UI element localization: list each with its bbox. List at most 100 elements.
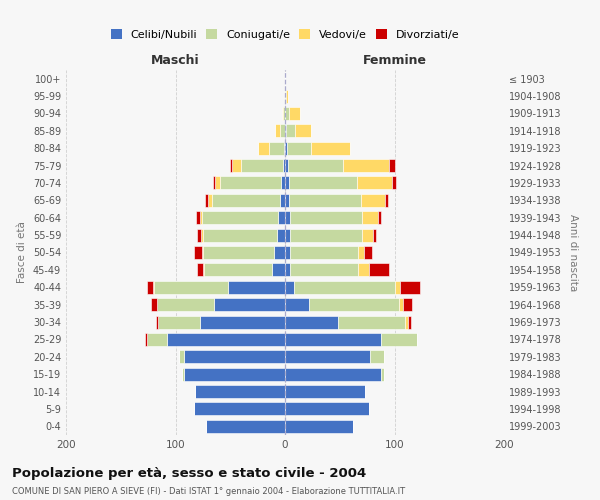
Bar	[395, 280, 400, 294]
Bar	[154, 280, 228, 294]
Legend: Celibi/Nubili, Coniugati/e, Vedovi/e, Divorziati/e: Celibi/Nubili, Coniugati/e, Vedovi/e, Di…	[106, 24, 464, 44]
Bar	[230, 159, 232, 172]
Bar	[147, 280, 152, 294]
Bar	[311, 142, 350, 154]
Bar	[202, 211, 278, 224]
Bar	[285, 107, 289, 120]
Bar	[167, 333, 285, 346]
Bar	[290, 228, 362, 241]
Bar	[184, 368, 285, 380]
Bar	[257, 142, 269, 154]
Bar	[361, 194, 385, 207]
Bar	[357, 176, 392, 190]
Bar	[200, 316, 285, 328]
Bar	[197, 228, 200, 241]
Bar	[241, 159, 283, 172]
Bar	[288, 159, 343, 172]
Bar	[156, 316, 158, 328]
Bar	[285, 176, 289, 190]
Bar	[282, 107, 283, 120]
Bar	[290, 211, 362, 224]
Bar	[281, 176, 285, 190]
Bar	[152, 280, 154, 294]
Bar	[208, 194, 212, 207]
Bar	[285, 264, 290, 276]
Bar	[286, 124, 295, 138]
Bar	[295, 124, 311, 138]
Bar	[373, 228, 376, 241]
Bar	[285, 316, 338, 328]
Bar	[205, 194, 208, 207]
Bar	[399, 298, 403, 311]
Bar	[370, 350, 383, 364]
Bar	[392, 176, 395, 190]
Bar	[206, 420, 285, 433]
Bar	[194, 402, 285, 415]
Bar	[274, 246, 285, 259]
Bar	[203, 228, 277, 241]
Bar	[194, 246, 202, 259]
Bar	[220, 176, 281, 190]
Bar	[287, 142, 311, 154]
Text: Maschi: Maschi	[151, 54, 200, 66]
Bar	[285, 385, 365, 398]
Bar	[280, 124, 285, 138]
Bar	[362, 211, 378, 224]
Text: Popolazione per età, sesso e stato civile - 2004: Popolazione per età, sesso e stato civil…	[12, 468, 366, 480]
Bar	[157, 298, 214, 311]
Bar	[407, 316, 411, 328]
Bar	[213, 176, 215, 190]
Bar	[285, 246, 290, 259]
Bar	[285, 194, 289, 207]
Bar	[286, 90, 288, 102]
Bar	[385, 194, 388, 207]
Bar	[403, 298, 412, 311]
Bar	[202, 246, 203, 259]
Bar	[284, 142, 285, 154]
Bar	[278, 211, 285, 224]
Bar	[203, 246, 274, 259]
Bar	[147, 333, 167, 346]
Bar	[182, 368, 184, 380]
Bar	[290, 264, 358, 276]
Bar	[269, 142, 284, 154]
Bar	[215, 176, 220, 190]
Bar	[285, 280, 294, 294]
Bar	[232, 159, 241, 172]
Bar	[196, 211, 200, 224]
Bar	[285, 333, 382, 346]
Bar	[212, 194, 280, 207]
Bar	[151, 298, 157, 311]
Text: Femmine: Femmine	[362, 54, 427, 66]
Bar	[145, 333, 147, 346]
Bar	[294, 280, 395, 294]
Bar	[195, 385, 285, 398]
Y-axis label: Anni di nascita: Anni di nascita	[568, 214, 578, 291]
Bar	[289, 107, 301, 120]
Bar	[200, 211, 202, 224]
Bar	[285, 159, 288, 172]
Y-axis label: Fasce di età: Fasce di età	[17, 222, 27, 284]
Text: COMUNE DI SAN PIERO A SIEVE (FI) - Dati ISTAT 1° gennaio 2004 - Elaborazione TUT: COMUNE DI SAN PIERO A SIEVE (FI) - Dati …	[12, 488, 405, 496]
Bar	[378, 211, 382, 224]
Bar	[358, 264, 370, 276]
Bar	[289, 194, 361, 207]
Bar	[285, 124, 286, 138]
Bar	[382, 333, 418, 346]
Bar	[184, 350, 285, 364]
Bar	[228, 280, 285, 294]
Bar	[309, 298, 399, 311]
Bar	[370, 264, 389, 276]
Bar	[285, 350, 370, 364]
Bar	[285, 142, 287, 154]
Bar	[158, 316, 200, 328]
Bar	[214, 298, 285, 311]
Bar	[283, 107, 285, 120]
Bar	[179, 350, 184, 364]
Bar	[283, 159, 285, 172]
Bar	[272, 264, 285, 276]
Bar	[285, 420, 353, 433]
Bar	[285, 90, 286, 102]
Bar	[277, 228, 285, 241]
Bar	[362, 228, 373, 241]
